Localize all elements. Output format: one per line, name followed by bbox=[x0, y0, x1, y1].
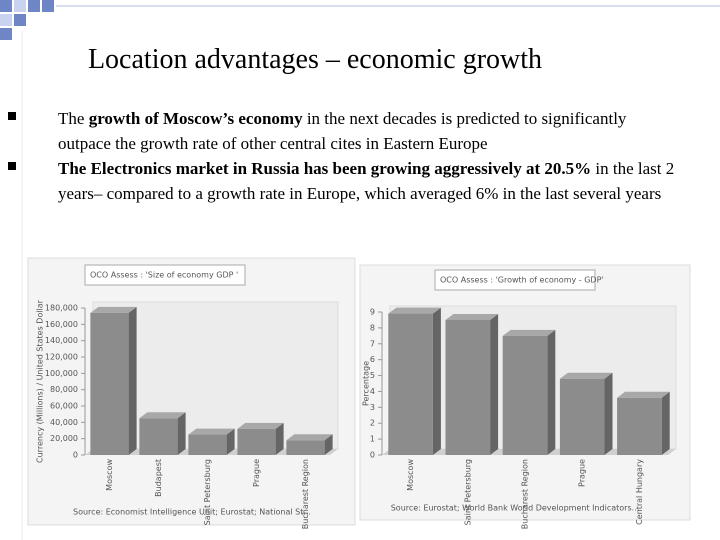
x-tick-label: Bucharest Region bbox=[521, 459, 530, 529]
y-tick-label: 80,000 bbox=[50, 385, 78, 394]
chart-title: OCO Assess : 'Size of economy GDP ' bbox=[90, 271, 238, 280]
bullet: The growth of Moscow’s economy in the ne… bbox=[0, 106, 680, 156]
bar bbox=[90, 312, 129, 455]
y-tick-label: 40,000 bbox=[50, 418, 78, 427]
bar-side bbox=[432, 307, 441, 455]
bar-top bbox=[286, 434, 333, 441]
chart-source: Source: Eurostat; World Bank World Devel… bbox=[391, 504, 640, 513]
bar-top bbox=[139, 412, 186, 419]
y-axis-label: Currency (Millions) / United States Doll… bbox=[36, 299, 45, 463]
y-tick-label: 8 bbox=[370, 323, 375, 332]
y-tick-label: 2 bbox=[370, 419, 375, 428]
bullet-text: in the last 2 years– compared to a growt… bbox=[58, 159, 675, 203]
bar-side bbox=[604, 372, 613, 455]
y-tick-label: 160,000 bbox=[45, 320, 78, 329]
bar-side bbox=[490, 313, 499, 455]
bar bbox=[188, 434, 227, 455]
x-tick-label: Budapest bbox=[154, 459, 163, 497]
y-tick-label: 3 bbox=[370, 403, 375, 412]
bullet: The Electronics market in Russia has bee… bbox=[0, 156, 680, 206]
bar-side bbox=[324, 434, 333, 455]
x-tick-label: Prague bbox=[578, 459, 587, 487]
x-tick-label: Central Hungary bbox=[635, 459, 644, 525]
x-tick-label: Saint Petersburg bbox=[203, 459, 212, 525]
bar bbox=[559, 378, 605, 455]
bullet-text: The bbox=[58, 109, 89, 128]
bar bbox=[445, 319, 491, 455]
chart-title-box bbox=[84, 264, 246, 286]
bar bbox=[139, 418, 178, 455]
bullet-list: The growth of Moscow’s economy in the ne… bbox=[0, 106, 680, 206]
bar-top bbox=[445, 313, 499, 320]
bar-top bbox=[617, 391, 670, 398]
x-tick-label: Moscow bbox=[105, 459, 114, 491]
chart-title: OCO Assess : 'Growth of economy - GDP' bbox=[440, 276, 604, 285]
bar bbox=[388, 313, 433, 455]
bullet-text: growth of Moscow’s economy bbox=[88, 109, 303, 128]
y-tick-label: 9 bbox=[370, 308, 375, 317]
bar bbox=[286, 440, 325, 455]
y-tick-label: 20,000 bbox=[50, 434, 78, 443]
bullet-text: in the next decades is predicted to sign… bbox=[58, 109, 627, 153]
y-tick-label: 60,000 bbox=[50, 402, 78, 411]
y-tick-label: 5 bbox=[370, 371, 375, 380]
bullet-text: The Electronics market in Russia has bee… bbox=[58, 159, 592, 178]
y-tick-label: 4 bbox=[370, 387, 375, 396]
y-tick-label: 140,000 bbox=[45, 336, 78, 345]
bar-top bbox=[388, 307, 441, 314]
y-tick-label: 6 bbox=[370, 355, 375, 364]
bar bbox=[237, 428, 276, 455]
slide-title: Location advantages – economic growth bbox=[87, 44, 543, 75]
bar-top bbox=[237, 422, 284, 429]
bar-top bbox=[188, 428, 235, 435]
bar bbox=[617, 397, 662, 455]
bar-side bbox=[661, 391, 670, 455]
y-axis-label: Percentage bbox=[362, 361, 371, 406]
chart-source: Source: Economist Intelligence Unit; Eur… bbox=[73, 508, 311, 517]
x-tick-label: Moscow bbox=[406, 459, 415, 491]
bar-side bbox=[177, 412, 186, 455]
y-tick-label: 0 bbox=[370, 451, 375, 460]
y-tick-label: 7 bbox=[370, 339, 375, 348]
y-tick-label: 180,000 bbox=[45, 304, 78, 313]
bar-side bbox=[128, 306, 137, 455]
chart-title-box bbox=[434, 269, 596, 291]
x-tick-label: Bucharest Region bbox=[301, 459, 310, 529]
bar bbox=[502, 335, 548, 455]
y-tick-label: 120,000 bbox=[45, 353, 78, 362]
bar-side bbox=[547, 329, 556, 455]
bar-side bbox=[275, 422, 284, 455]
bar-top bbox=[502, 329, 556, 336]
x-tick-label: Prague bbox=[252, 459, 261, 487]
bar-side bbox=[226, 428, 235, 455]
bar-top bbox=[90, 306, 137, 313]
x-tick-label: Saint Petersburg bbox=[463, 459, 472, 525]
y-tick-label: 100,000 bbox=[45, 369, 78, 378]
bar-top bbox=[559, 372, 613, 379]
y-tick-label: 0 bbox=[73, 451, 78, 460]
y-tick-label: 1 bbox=[370, 435, 375, 444]
